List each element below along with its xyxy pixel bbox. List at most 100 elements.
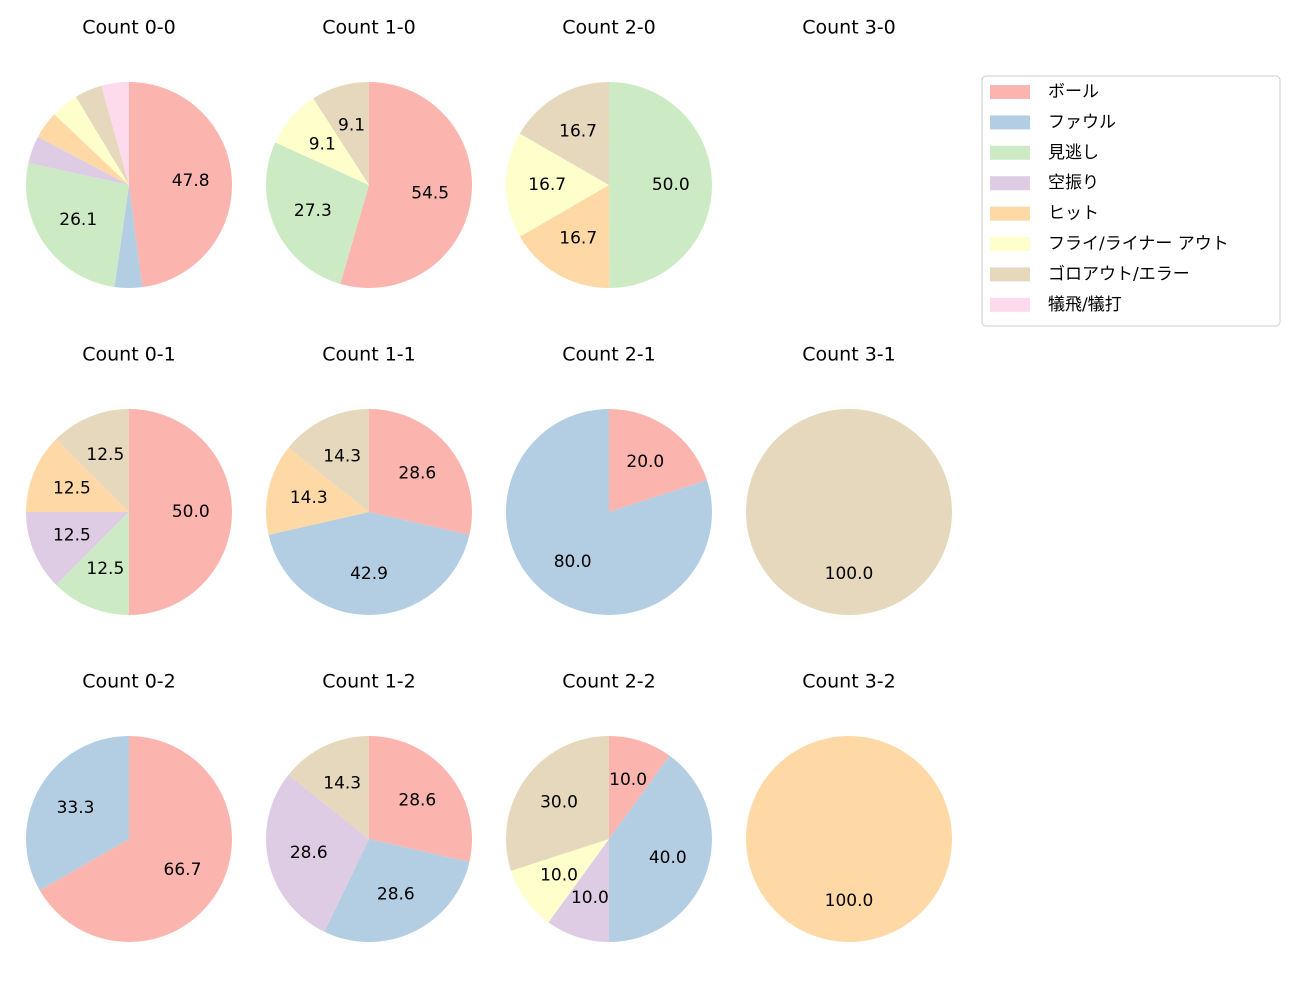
pie-slice (275, 98, 369, 185)
data-label: 66.7 (164, 860, 202, 880)
data-label: 9.1 (309, 135, 336, 155)
pie-slice (268, 512, 470, 615)
data-label: 54.5 (411, 184, 449, 204)
legend-label: フライ/ライナー アウト (1048, 234, 1229, 254)
data-label: 27.3 (294, 201, 332, 221)
data-label: 9.1 (338, 116, 365, 136)
legend-label: ファウル (1048, 112, 1116, 132)
pie-slice (54, 96, 130, 185)
pie-title: Count 3-0 (802, 17, 896, 39)
data-label: 12.5 (86, 445, 124, 465)
pie-slice (37, 114, 129, 185)
pie-slice (114, 185, 143, 288)
pie-title: Count 1-2 (322, 671, 416, 693)
data-label: 47.8 (172, 171, 210, 191)
pie-slice (129, 409, 232, 615)
pie-slice (313, 82, 369, 185)
data-label: 40.0 (649, 848, 687, 868)
pie-slice (746, 736, 952, 942)
legend-swatch (990, 176, 1030, 191)
pie-slice (609, 755, 713, 942)
pie-slice (324, 839, 470, 943)
pie-slice (519, 82, 609, 185)
data-label: 12.5 (53, 526, 91, 546)
data-label: 50.0 (172, 502, 210, 522)
pie-slice (609, 82, 712, 288)
data-label: 28.6 (377, 885, 415, 905)
pie-slice (511, 839, 609, 923)
data-label: 100.0 (825, 891, 874, 911)
data-label: 16.7 (559, 229, 597, 249)
pie-slice (548, 839, 609, 942)
pie-slice (266, 774, 369, 932)
legend-label: ボール (1048, 82, 1099, 102)
pie-slice (266, 142, 369, 284)
pie-slice (26, 512, 129, 585)
pie-slice (56, 512, 130, 615)
legend-box (981, 75, 1281, 327)
pie-slice (288, 736, 369, 839)
pie-slice (26, 439, 129, 512)
legend-swatch (990, 237, 1030, 251)
data-label: 14.3 (290, 488, 328, 508)
pie-title: Count 0-1 (82, 344, 176, 366)
legend-label: 空振り (1048, 173, 1099, 193)
pie-slice (56, 409, 130, 512)
legend-label: ゴロアウト/エラー (1048, 263, 1190, 284)
pie-title: Count 1-1 (322, 344, 416, 366)
legend-swatch (990, 297, 1030, 312)
data-label: 14.3 (323, 773, 361, 793)
pie-slice (75, 85, 129, 185)
data-label: 42.9 (350, 564, 388, 584)
data-label: 20.0 (626, 452, 664, 472)
data-label: 30.0 (540, 793, 578, 813)
data-label: 50.0 (652, 175, 690, 195)
data-label: 14.3 (323, 446, 361, 466)
data-label: 26.1 (59, 210, 97, 230)
data-label: 33.3 (57, 798, 95, 818)
pie-slice (609, 409, 707, 512)
pie-title: Count 3-2 (802, 671, 896, 693)
pie-slice (369, 736, 472, 862)
data-label: 10.0 (609, 770, 647, 790)
pie-slice (28, 136, 129, 185)
legend-swatch (990, 267, 1030, 282)
pie-title: Count 1-0 (322, 17, 416, 39)
pie-slice (609, 736, 670, 839)
pie-title: Count 0-2 (82, 671, 176, 693)
pie-slice (505, 133, 609, 237)
pie-slice (506, 736, 609, 871)
data-label: 28.6 (290, 843, 328, 863)
pie-slice (39, 736, 233, 942)
data-label: 12.5 (86, 559, 124, 579)
pie-slice (26, 162, 130, 287)
pie-title: Count 2-2 (562, 671, 656, 693)
pie-slice (265, 447, 369, 535)
legend-label: 見逃し (1048, 143, 1099, 163)
data-label: 28.6 (398, 790, 436, 810)
legend-label: 犠飛/犠打 (1048, 295, 1122, 315)
pie-slice (340, 81, 473, 288)
pie-title: Count 0-0 (82, 17, 176, 39)
data-label: 12.5 (53, 478, 91, 498)
legend-swatch (990, 85, 1030, 99)
pie-slice (26, 736, 129, 891)
data-label: 10.0 (571, 888, 609, 908)
data-label: 16.7 (559, 121, 597, 141)
pie-slice (746, 409, 952, 615)
data-label: 80.0 (554, 552, 592, 572)
data-label: 10.0 (540, 865, 578, 885)
pie-slice (369, 409, 473, 535)
data-label: 16.7 (528, 175, 566, 195)
data-label: 100.0 (825, 564, 874, 584)
pie-slice (101, 82, 129, 185)
legend-swatch (990, 115, 1030, 130)
legend-label: ヒット (1048, 204, 1099, 224)
pie-title: Count 3-1 (802, 344, 896, 366)
legend-swatch (990, 145, 1030, 160)
pie-slice (288, 409, 369, 512)
pie-slice (519, 185, 610, 288)
pie-slice (505, 409, 712, 615)
